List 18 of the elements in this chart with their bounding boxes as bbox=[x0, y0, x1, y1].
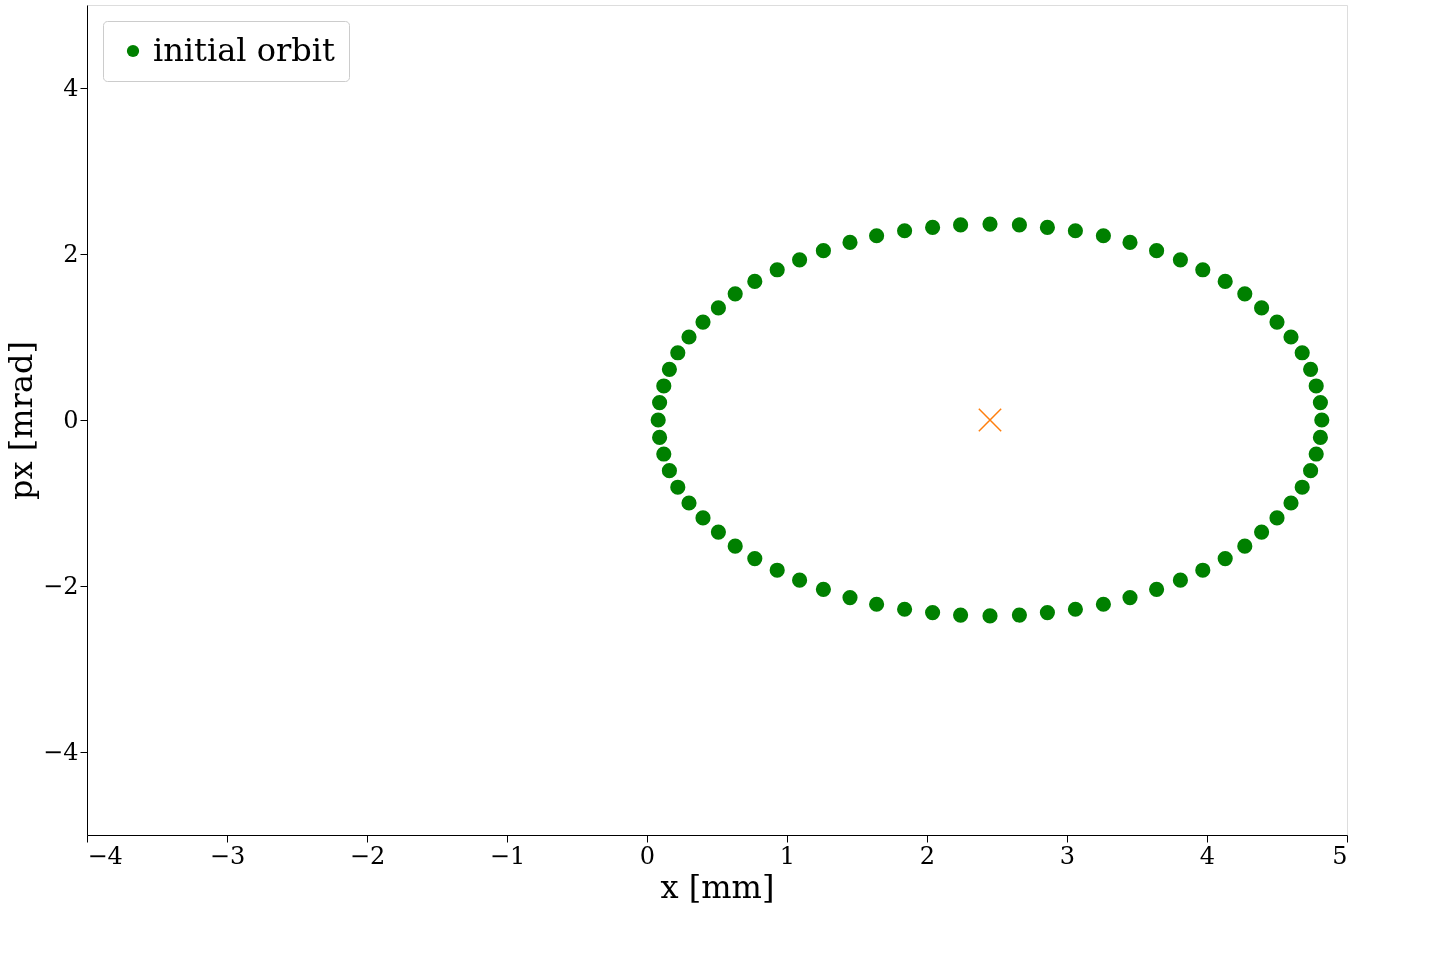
y-axis-title: px [mrad] bbox=[2, 341, 41, 500]
y-tick-label: 4 bbox=[63, 73, 79, 102]
x-tick-label: 2 bbox=[919, 841, 936, 870]
legend-label: initial orbit bbox=[153, 31, 335, 69]
x-tick-label: 5 bbox=[1332, 841, 1348, 870]
x-tick-label: 4 bbox=[1199, 841, 1216, 870]
x-tick-label: −2 bbox=[349, 841, 386, 870]
x-tick-label: 1 bbox=[779, 841, 796, 870]
x-tick-label: −4 bbox=[87, 841, 123, 870]
x-tick-label: −1 bbox=[489, 841, 526, 870]
y-tick-label: −4 bbox=[43, 737, 79, 766]
x-axis-title: x [mm] bbox=[660, 867, 775, 906]
y-tick-label: −2 bbox=[43, 571, 79, 600]
y-tick-label: 2 bbox=[63, 239, 79, 268]
x-tick-label: 0 bbox=[639, 841, 656, 870]
x-tick-label: −3 bbox=[209, 841, 246, 870]
x-tick-label: 3 bbox=[1059, 841, 1076, 870]
y-tick-label: 0 bbox=[63, 405, 79, 434]
